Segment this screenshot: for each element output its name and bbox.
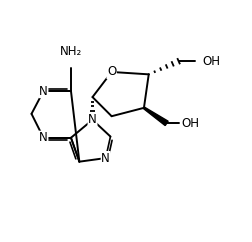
Text: O: O — [107, 65, 116, 78]
Text: NH₂: NH₂ — [60, 45, 82, 58]
Text: N: N — [39, 85, 48, 98]
Text: OH: OH — [181, 117, 199, 130]
Polygon shape — [143, 107, 168, 126]
Text: N: N — [39, 131, 48, 144]
Text: N: N — [101, 151, 110, 165]
Text: N: N — [88, 113, 97, 126]
Text: OH: OH — [203, 55, 220, 68]
